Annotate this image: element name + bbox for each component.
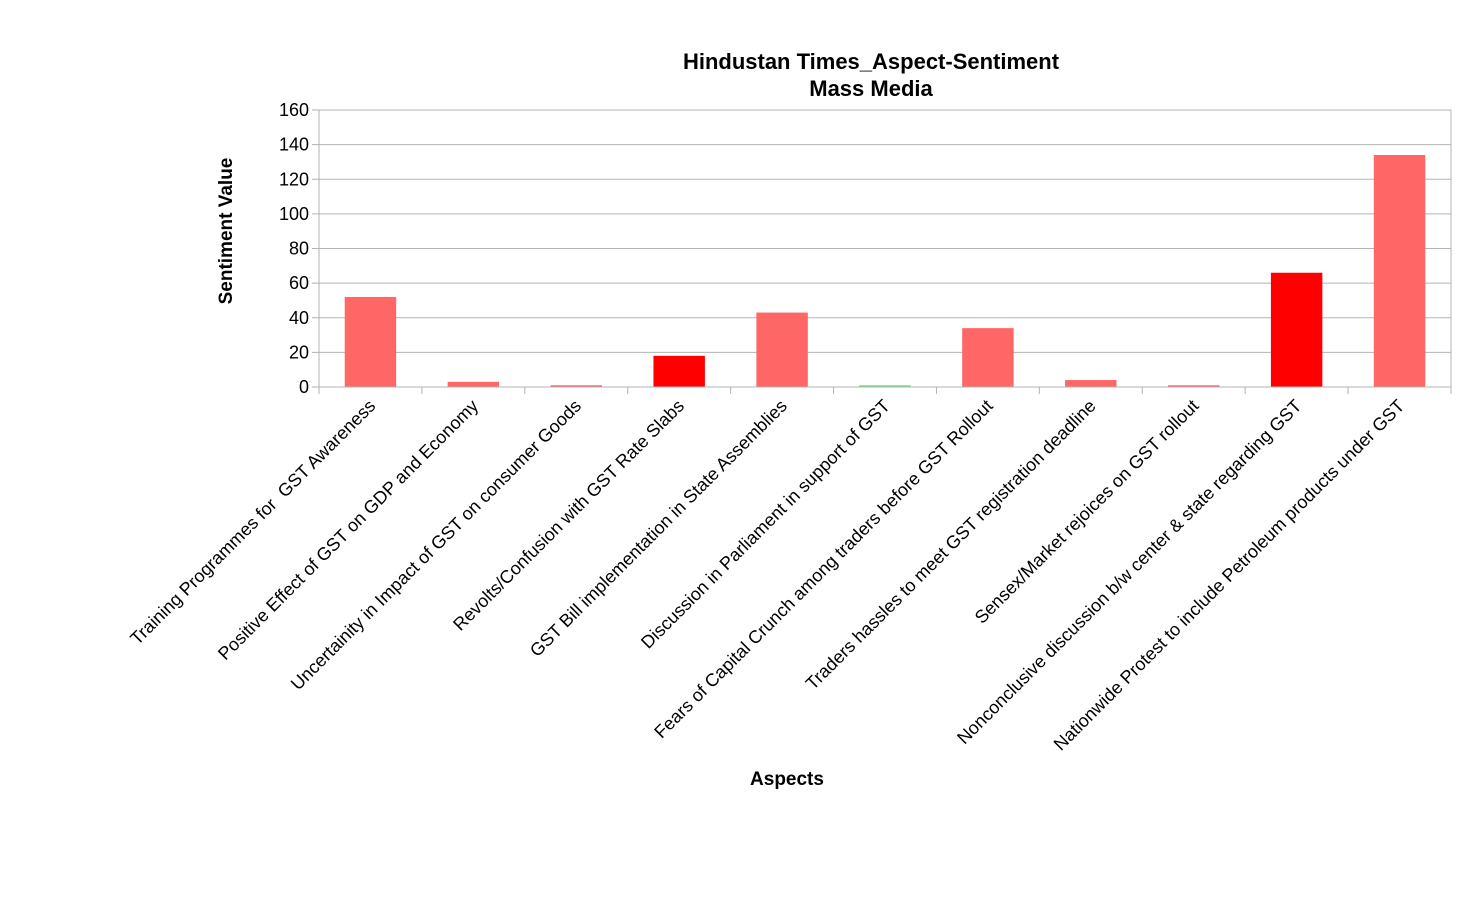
x-tick-label: Sensex/Market rejoices on GST rollout — [971, 396, 1203, 628]
grid-lines — [319, 109, 1451, 388]
chart-title: Hindustan Times_Aspect-Sentiment — [683, 49, 1060, 74]
x-tick-label: Revolts/Confusion with GST Rate Slabs — [449, 396, 688, 635]
bar — [1373, 155, 1426, 387]
y-tick-label: 40 — [289, 308, 309, 328]
axes — [312, 109, 1452, 394]
y-tick-label: 120 — [279, 169, 309, 189]
bar — [756, 312, 808, 387]
y-axis-title: Sentiment Value — [216, 158, 237, 305]
y-tick-label: 100 — [279, 204, 309, 224]
bar — [447, 381, 500, 387]
y-tick-label: 0 — [299, 377, 309, 397]
x-tick-label: Nonconclusive discussion b/w center & st… — [953, 396, 1305, 748]
bar — [653, 355, 705, 387]
y-tick-label: 20 — [289, 342, 309, 362]
chart-subtitle: Mass Media — [809, 76, 933, 101]
bar — [550, 385, 602, 387]
y-tick-label: 140 — [279, 135, 309, 155]
y-tick-label: 160 — [279, 100, 309, 120]
bars — [344, 155, 1426, 387]
bar — [962, 328, 1014, 387]
bar — [344, 296, 397, 387]
y-tick-label: 60 — [289, 273, 309, 293]
bar — [1270, 272, 1323, 387]
x-tick-labels: Training Programmes for GST AwarenessPos… — [126, 396, 1408, 755]
x-tick-label: Nationwide Protest to include Petroleum … — [1050, 396, 1409, 755]
bar — [1065, 380, 1117, 387]
x-tick-label: Fears of Capital Crunch among traders be… — [650, 396, 996, 742]
y-tick-labels: 0 20 40 60 80 100 120 140 160 — [279, 100, 309, 397]
bar — [1168, 385, 1220, 387]
x-axis-title: Aspects — [750, 769, 824, 790]
bar — [859, 385, 911, 387]
y-tick-label: 80 — [289, 239, 309, 259]
